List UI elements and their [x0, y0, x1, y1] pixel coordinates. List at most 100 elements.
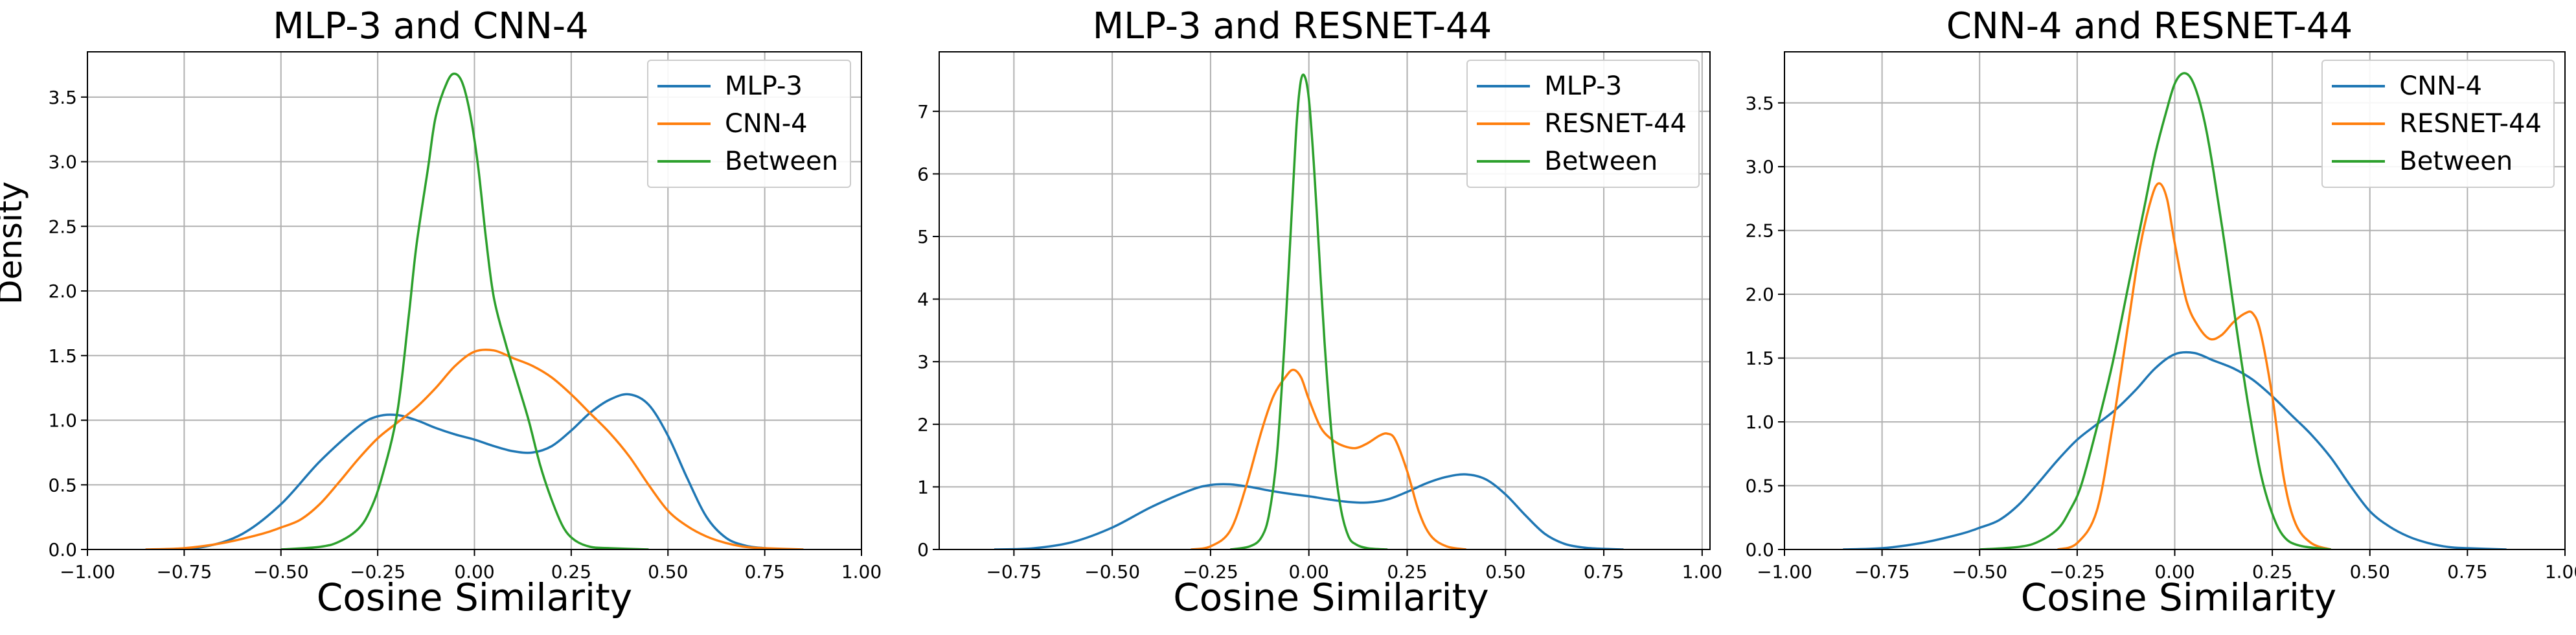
y-tick-label: 2.0 [48, 281, 77, 302]
legend-item: Between [1477, 143, 1687, 180]
subplot-mlp3-cnn4: MLP-3 and CNN-4 Density −1.00 −0.75 −0.50−… [0, 0, 882, 635]
subplot-mlp3-resnet44: MLP-3 and RESNET-44 −0.75 −0.50 −0.25 0.00 0… [861, 0, 1723, 635]
legend-label: RESNET-44 [2399, 109, 2542, 139]
y-tick-label: 6 [917, 163, 929, 185]
y-tick-label: 5 [917, 226, 929, 248]
series-line-between [1979, 72, 2331, 549]
subplot-title: MLP-3 and RESNET-44 [1092, 5, 1492, 47]
x-tick-label: 1.00 [2545, 561, 2576, 583]
x-axis-label: Cosine Similarity [316, 575, 633, 619]
legend-label: Between [1544, 146, 1658, 176]
series-group [1843, 72, 2507, 549]
x-tick-label: 0.75 [744, 561, 784, 583]
x-tick-label: −0.50 [1952, 561, 2007, 583]
x-tick-label: −0.75 [986, 561, 1042, 583]
y-tick-label: 3.5 [1745, 93, 1774, 114]
y-tick-label: 3 [917, 351, 929, 373]
legend-item: CNN-4 [2332, 67, 2542, 105]
subplot-cnn4-resnet44: CNN-4 and RESNET-44 −1.00 −0.75 −0.50 −0.25… [1723, 0, 2576, 635]
legend-swatch [1477, 85, 1531, 87]
series-line-resnet-44 [2057, 182, 2332, 549]
x-tick-label: 0.00 [1289, 561, 1329, 583]
x-tick-label: −0.75 [1854, 561, 1910, 583]
x-axis-label: Cosine Similarity [1173, 575, 1489, 619]
legend-swatch [2332, 122, 2386, 125]
y-tick-label: 3.0 [48, 152, 77, 173]
legend-item: RESNET-44 [1477, 105, 1687, 143]
x-tick-label: −0.25 [350, 561, 405, 583]
y-tick-label: 0.0 [48, 539, 77, 560]
y-tick-label: 3.5 [48, 87, 77, 108]
legend-swatch [657, 122, 711, 125]
x-tick-label: 0.25 [551, 561, 591, 583]
legend-swatch [1477, 160, 1531, 163]
y-tick-label: 1.5 [48, 345, 77, 367]
x-tick-label: 1.00 [1682, 561, 1722, 583]
x-tick-label: 0.75 [1584, 561, 1624, 583]
series-line-mlp-3 [165, 393, 784, 549]
x-tick-label: −0.75 [156, 561, 212, 583]
x-tick-label: −0.25 [2049, 561, 2105, 583]
subplot-title: MLP-3 and CNN-4 [273, 5, 589, 47]
y-tick-label: 1.0 [1745, 411, 1774, 433]
legend-swatch [2332, 85, 2386, 87]
legend-item: CNN-4 [657, 105, 838, 143]
x-tick-label: −0.50 [1084, 561, 1140, 583]
legend-item: MLP-3 [657, 67, 838, 105]
legend-swatch [1477, 122, 1531, 125]
series-line-between [1230, 73, 1388, 549]
legend-label: Between [724, 146, 838, 176]
legend-label: CNN-4 [2399, 71, 2482, 101]
legend-item: MLP-3 [1477, 67, 1687, 105]
series-group [994, 73, 1624, 549]
legend: CNN-4 RESNET-44 Between [2321, 60, 2555, 188]
legend-label: CNN-4 [724, 109, 808, 139]
subplot-title: CNN-4 and RESNET-44 [1946, 5, 2353, 47]
x-tick-label: 0.00 [2154, 561, 2194, 583]
legend-swatch [2332, 160, 2386, 163]
y-tick-label: 4 [917, 289, 929, 310]
y-tick-label: 7 [917, 101, 929, 122]
plot-canvas: −0.75 −0.50 −0.25 0.00 0.25 0.50 0.75 1.00 0 1 2 3 4… [917, 51, 1722, 583]
y-tick-label: 0 [917, 539, 929, 560]
series-line-cnn-4 [1843, 351, 2507, 549]
series-line-between [280, 73, 649, 549]
legend-label: MLP-3 [1544, 71, 1623, 101]
legend-item: RESNET-44 [2332, 105, 2542, 143]
gridlines [1784, 52, 2566, 550]
y-tick-label: 2.5 [48, 216, 77, 237]
legend-item: Between [657, 143, 838, 180]
y-tick-label: 2.5 [1745, 220, 1774, 242]
series-line-cnn-4 [145, 348, 804, 549]
legend: MLP-3 RESNET-44 Between [1466, 60, 1700, 188]
legend-label: MLP-3 [724, 71, 803, 101]
x-tick-label: 0.25 [1387, 561, 1427, 583]
x-tick-label: −1.00 [1757, 561, 1812, 583]
y-tick-label: 2 [917, 414, 929, 435]
y-tick-label: 1 [917, 476, 929, 498]
y-tick-label: 0.0 [1745, 539, 1774, 560]
series-group [145, 73, 804, 549]
y-tick-label: 2.0 [1745, 284, 1774, 305]
legend-item: Between [2332, 143, 2542, 180]
x-tick-label: 0.25 [2252, 561, 2292, 583]
x-tick-label: 1.00 [841, 561, 882, 583]
legend-label: RESNET-44 [1544, 109, 1687, 139]
series-line-mlp-3 [994, 473, 1624, 549]
y-tick-label: 0.5 [48, 474, 77, 496]
x-axis-label: Cosine Similarity [2020, 575, 2337, 619]
y-tick-label: 0.5 [1745, 476, 1774, 497]
x-tick-label: −0.50 [253, 561, 309, 583]
y-tick-label: 1.5 [1745, 348, 1774, 369]
x-tick-label: −0.25 [1183, 561, 1238, 583]
x-tick-label: 0.00 [454, 561, 494, 583]
legend-swatch [657, 85, 711, 87]
axes-frame [939, 51, 1711, 550]
legend-label: Between [2399, 146, 2513, 176]
x-tick-label: 0.50 [648, 561, 688, 583]
x-tick-label: 0.50 [1485, 561, 1525, 583]
y-tick-label: 1.0 [48, 410, 77, 432]
y-tick-label: 3.0 [1745, 156, 1774, 178]
